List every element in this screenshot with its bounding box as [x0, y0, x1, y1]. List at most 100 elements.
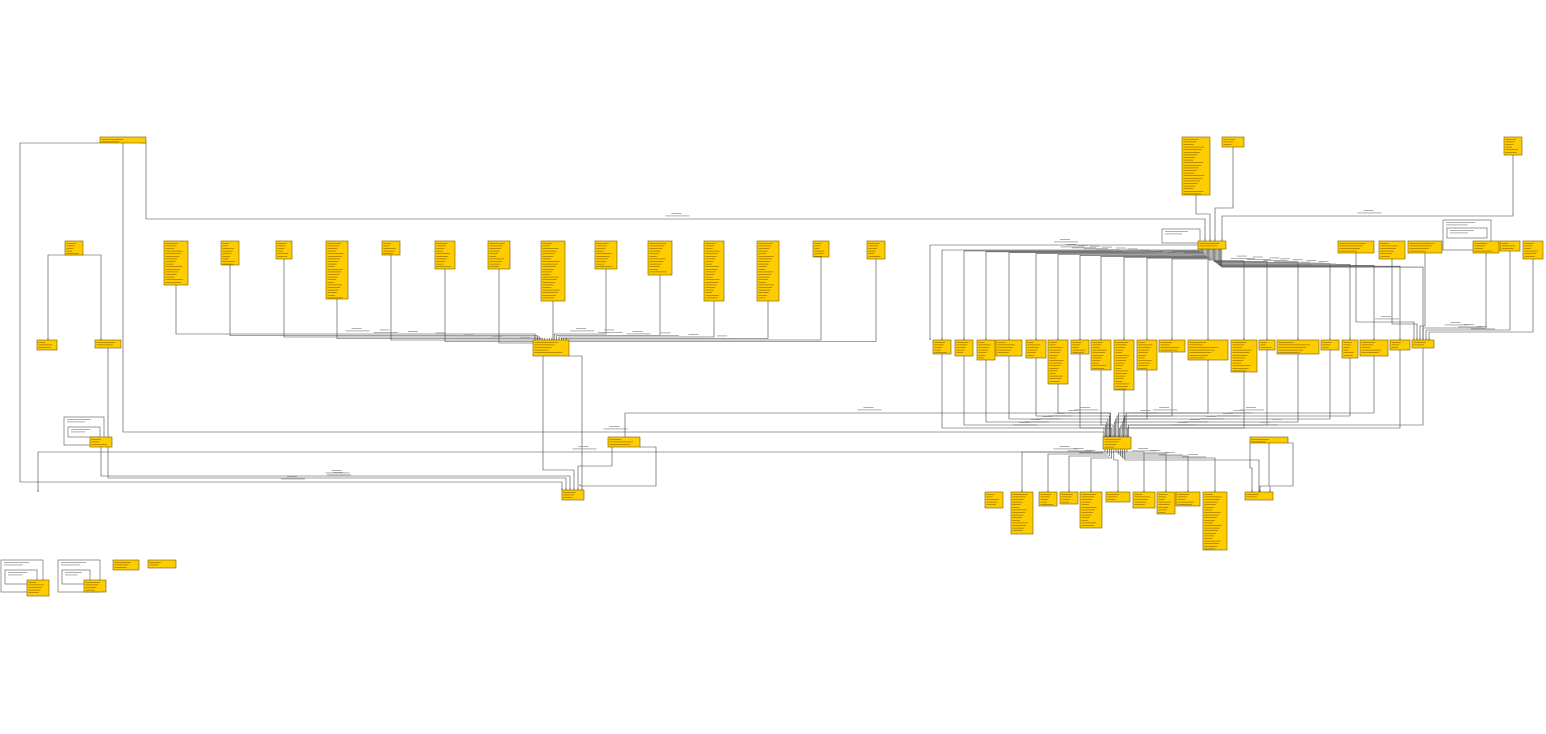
table-field — [277, 253, 289, 254]
connector — [1215, 249, 1299, 340]
table-field — [1115, 370, 1129, 372]
table-field — [758, 248, 770, 249]
table — [1047, 339, 1069, 385]
table-field — [1505, 144, 1514, 145]
table-field — [1012, 504, 1021, 505]
group-caption — [1446, 222, 1475, 223]
table-field — [1049, 362, 1062, 364]
table-field — [383, 243, 391, 244]
relation-label — [598, 332, 623, 333]
table-field — [1012, 499, 1025, 500]
table — [36, 339, 58, 351]
table-field — [814, 248, 820, 249]
table-field — [542, 279, 557, 280]
table-field — [934, 342, 945, 343]
connector — [1122, 449, 1216, 492]
table-field — [91, 441, 100, 443]
table-field — [1183, 175, 1205, 176]
table-field — [165, 279, 184, 280]
table-field — [997, 352, 1009, 353]
group-caption — [1165, 231, 1188, 232]
relation-label — [1189, 419, 1200, 420]
table-field — [1138, 349, 1150, 351]
table — [1059, 491, 1079, 505]
table-box — [866, 240, 886, 260]
table-field — [649, 243, 667, 244]
table-field — [1092, 365, 1106, 366]
table-box — [954, 339, 974, 357]
table-field — [1049, 375, 1063, 377]
table-field — [563, 492, 576, 493]
table-field — [1027, 344, 1041, 346]
relation-label — [711, 338, 736, 339]
table-box — [532, 339, 570, 357]
table-box — [1411, 339, 1435, 349]
connector — [1419, 253, 1426, 340]
table — [1472, 240, 1500, 254]
connector — [1115, 449, 1145, 492]
table-field — [1204, 504, 1216, 505]
table-field — [1232, 355, 1248, 356]
table-field — [165, 266, 183, 267]
table — [1249, 436, 1289, 444]
table-field — [758, 289, 771, 291]
table-field — [1138, 355, 1147, 356]
table-field — [705, 250, 720, 252]
table — [1258, 339, 1276, 351]
table-field — [542, 243, 552, 244]
table-field — [1092, 357, 1103, 359]
table-field — [1260, 342, 1267, 343]
table-field — [1138, 352, 1148, 353]
relation-label — [1458, 326, 1482, 328]
table — [1359, 339, 1389, 357]
table-field — [1040, 496, 1050, 498]
table-field — [1409, 248, 1429, 249]
table-field — [596, 243, 609, 244]
table-field — [1072, 344, 1081, 346]
relation-label — [1066, 244, 1077, 245]
table-field — [327, 245, 340, 247]
table-field — [705, 274, 715, 275]
table-field — [1160, 344, 1170, 346]
relation-label — [331, 470, 342, 471]
table-field — [1061, 496, 1072, 498]
relation-label — [1471, 328, 1495, 330]
table-field — [327, 263, 337, 265]
relation-label — [1312, 263, 1337, 265]
table-field — [705, 289, 714, 291]
table-field — [1049, 381, 1060, 382]
table-field — [705, 284, 717, 286]
table-field — [1158, 496, 1167, 498]
group-caption — [1165, 233, 1183, 235]
relation-label — [1083, 248, 1108, 250]
table-field — [1138, 357, 1145, 359]
table-field — [1278, 352, 1300, 353]
table-field — [1012, 520, 1021, 521]
table-box — [1341, 339, 1359, 359]
relation-label — [1187, 454, 1198, 455]
table-field — [38, 344, 53, 346]
table-field — [1040, 494, 1051, 495]
table-field — [1183, 146, 1205, 148]
connector — [556, 275, 661, 340]
relation-label — [609, 426, 620, 427]
table-field — [649, 266, 660, 267]
table-field — [1189, 357, 1205, 359]
table-field — [1505, 141, 1515, 143]
table-field — [1524, 253, 1537, 254]
relation-label — [514, 339, 539, 341]
relation-label — [626, 333, 651, 335]
table-field — [596, 258, 609, 260]
connector — [1219, 249, 1375, 340]
table-field — [596, 261, 607, 262]
table-field — [1107, 496, 1118, 498]
relation-label — [1168, 254, 1193, 256]
table-field — [1107, 494, 1120, 495]
connector — [551, 301, 554, 345]
table-field — [1160, 347, 1180, 348]
table-field — [758, 287, 773, 288]
table-field — [1204, 520, 1215, 521]
table-field — [149, 562, 161, 563]
table-field — [542, 256, 553, 257]
table-box — [1105, 491, 1131, 503]
